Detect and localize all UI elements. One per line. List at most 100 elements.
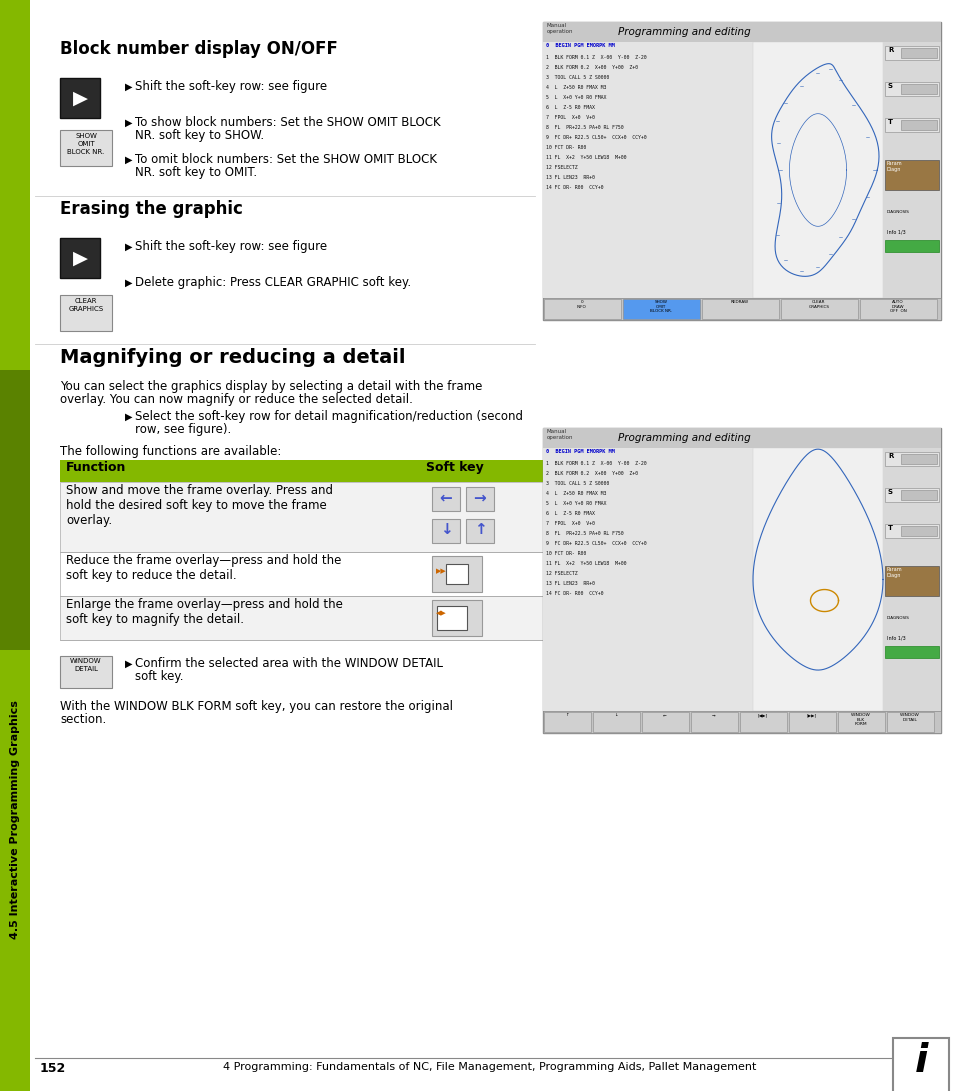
Text: 6  L  Z-5 R0 FMAX: 6 L Z-5 R0 FMAX [545,105,595,110]
Bar [641,712,688,732]
Text: T: T [887,119,892,125]
Bar [900,490,936,500]
Text: 8  FL  PR+22.5 PA+0 RL F750: 8 FL PR+22.5 PA+0 RL F750 [545,531,623,536]
Bar [60,238,100,278]
Bar [884,452,938,466]
Text: 11 FL  X+2  Y+50 LEW18  M+00: 11 FL X+2 Y+50 LEW18 M+00 [545,155,626,160]
Text: Programming and editing: Programming and editing [618,27,750,37]
Text: ▶: ▶ [125,155,132,165]
Bar [740,712,786,732]
Text: i: i [913,1042,926,1080]
Bar [60,656,112,688]
Bar [884,566,938,596]
Bar [884,524,938,538]
Bar [593,712,639,732]
Text: section.: section. [60,714,106,726]
Text: DIAGNOSIS: DIAGNOSIS [886,616,909,620]
Text: The following functions are available:: The following functions are available: [60,445,281,458]
Text: 5  L  X+0 Y+0 R0 FMAX: 5 L X+0 Y+0 R0 FMAX [545,95,606,100]
Text: CLEAR
GRAPHICS: CLEAR GRAPHICS [69,298,104,312]
Text: ◀▶: ◀▶ [436,610,446,616]
Bar [542,428,940,733]
Text: Magnifying or reducing a detail: Magnifying or reducing a detail [60,348,405,367]
Bar [60,596,581,640]
Bar [543,299,620,319]
Text: Soft key: Soft key [426,461,483,473]
Text: WINDOW
DETAIL: WINDOW DETAIL [71,658,102,672]
Text: 14 FC DR- R00  CCY+0: 14 FC DR- R00 CCY+0 [545,185,603,190]
Text: R: R [887,453,892,459]
Text: R: R [887,47,892,53]
Bar [886,712,933,732]
Text: WINDOW
BLK
FORM: WINDOW BLK FORM [850,714,870,727]
Bar [543,712,590,732]
Text: [◀▶]: [◀▶] [757,714,767,717]
Bar [0,0,30,1091]
Text: CLEAR
GRAPHICS: CLEAR GRAPHICS [807,300,828,309]
Bar [60,460,581,482]
Text: Enlarge the frame overlay—press and hold the
soft key to magnify the detail.: Enlarge the frame overlay—press and hold… [66,598,342,626]
Text: Param
Diagn: Param Diagn [886,567,902,578]
Text: 0  BEGIN PGM EMORPK MM: 0 BEGIN PGM EMORPK MM [545,43,614,48]
Text: SHOW
OMIT
BLOCK NR.: SHOW OMIT BLOCK NR. [68,133,105,155]
Bar [884,646,938,658]
Text: →: → [473,490,486,505]
Bar [884,240,938,252]
Text: T: T [887,525,892,531]
Bar [60,77,100,118]
Bar [542,448,752,711]
Bar [892,1038,948,1091]
Text: Info 1/3: Info 1/3 [886,230,904,235]
Text: ↑: ↑ [564,714,568,717]
Text: ←: ← [662,714,666,717]
Text: 14 FC DR- R00  CCY+0: 14 FC DR- R00 CCY+0 [545,591,603,596]
Text: Block number display ON/OFF: Block number display ON/OFF [60,40,337,58]
Text: WINDOW
DETAIL: WINDOW DETAIL [899,714,919,721]
Text: Programming and editing: Programming and editing [618,433,750,443]
Bar [884,118,938,132]
Text: 10 FCT DR- R00: 10 FCT DR- R00 [545,551,586,556]
Text: 4.5 Interactive Programming Graphics: 4.5 Interactive Programming Graphics [10,700,20,939]
Text: 5  L  X+0 Y+0 R0 FMAX: 5 L X+0 Y+0 R0 FMAX [545,501,606,506]
Bar [837,712,884,732]
Bar [60,552,581,596]
Text: 0  BEGIN PGM EMORPK MM: 0 BEGIN PGM EMORPK MM [545,449,614,454]
Text: 3  TOOL CALL 5 Z S0000: 3 TOOL CALL 5 Z S0000 [545,481,609,485]
Bar [752,41,882,298]
Text: ▶: ▶ [125,659,132,669]
Text: →: → [712,714,715,717]
Text: row, see figure).: row, see figure). [135,423,231,436]
Bar [542,298,940,320]
Bar [701,299,779,319]
Text: Param
Diagn: Param Diagn [886,161,902,171]
Text: 4  L  Z+50 R0 FMAX M3: 4 L Z+50 R0 FMAX M3 [545,491,606,496]
Bar [432,556,481,592]
Text: 4 Programming: Fundamentals of NC, File Management, Programming Aids, Pallet Man: 4 Programming: Fundamentals of NC, File … [223,1062,756,1072]
Bar [0,370,30,650]
Text: You can select the graphics display by selecting a detail with the frame: You can select the graphics display by s… [60,380,482,393]
Bar [446,564,468,584]
Bar [900,526,936,536]
Bar [432,600,481,636]
Bar [432,519,459,543]
Text: REDRAW: REDRAW [730,300,748,304]
Text: Delete graphic: Press CLEAR GRAPHIC soft key.: Delete graphic: Press CLEAR GRAPHIC soft… [135,276,411,289]
Bar [900,84,936,94]
Text: 0
INFO: 0 INFO [577,300,586,309]
Bar [542,22,940,41]
Text: 13 FL LEN23  RR+0: 13 FL LEN23 RR+0 [545,582,595,586]
Text: DIAGNOSIS: DIAGNOSIS [886,209,909,214]
Bar [900,454,936,464]
Text: ▶: ▶ [125,412,132,422]
Bar [884,488,938,502]
Text: 8  FL  PR+22.5 PA+0 RL F750: 8 FL PR+22.5 PA+0 RL F750 [545,125,623,130]
Text: 12 FSELECTZ: 12 FSELECTZ [545,571,577,576]
Bar [900,120,936,130]
Text: ▶: ▶ [125,82,132,92]
Bar [465,519,494,543]
Text: Info 1/3: Info 1/3 [886,636,904,642]
Text: ▶: ▶ [72,88,88,108]
Text: NR. soft key to OMIT.: NR. soft key to OMIT. [135,166,257,179]
Text: 152: 152 [40,1062,66,1075]
Bar [884,160,938,190]
